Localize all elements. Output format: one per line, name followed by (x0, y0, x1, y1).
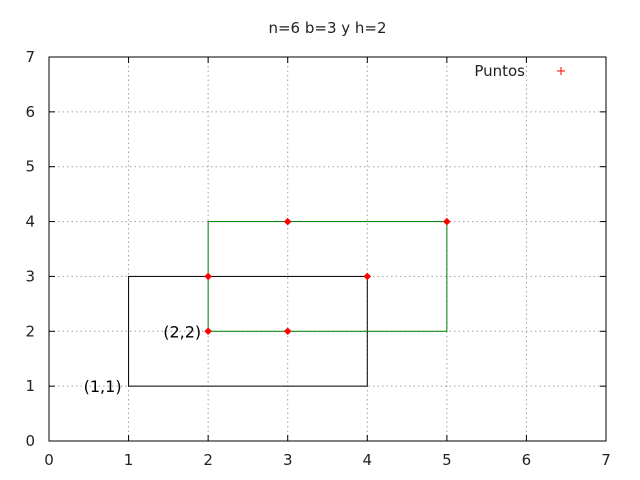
y-tick-label: 2 (25, 322, 35, 340)
legend-marker-plus-icon (557, 67, 565, 75)
y-tick-label: 1 (25, 377, 35, 395)
data-point (283, 217, 292, 226)
x-tick-label: 5 (442, 451, 452, 469)
data-point (363, 272, 372, 281)
x-tick-label: 6 (522, 451, 532, 469)
y-tick-label: 3 (25, 267, 35, 285)
x-tick-label: 3 (283, 451, 293, 469)
chart-title: n=6 b=3 y h=2 (268, 19, 386, 37)
y-tick-label: 6 (25, 103, 35, 121)
plot-area-frame (48, 56, 607, 442)
grid (49, 57, 606, 441)
point-annotation: (1,1) (84, 377, 122, 396)
legend: Puntos (474, 62, 565, 80)
legend-label: Puntos (474, 62, 525, 80)
point-annotation: (2,2) (163, 322, 201, 341)
data-point (443, 217, 451, 226)
tick-labels: 0 1 2 3 4 5 6 7 0 1 2 3 4 5 6 7 (25, 48, 610, 469)
data-points (204, 217, 451, 336)
annotations: (1,1) (2,2) (84, 322, 202, 396)
x-tick-label: 4 (363, 451, 373, 469)
data-point (204, 327, 212, 336)
y-tick-label: 0 (25, 432, 35, 450)
y-tick-label: 5 (25, 158, 35, 176)
x-tick-label: 1 (124, 451, 134, 469)
data-point (283, 327, 292, 336)
y-tick-label: 7 (25, 48, 35, 66)
x-tick-label: 7 (601, 451, 611, 469)
x-tick-label: 2 (203, 451, 213, 469)
x-tick-label: 0 (44, 451, 54, 469)
y-tick-label: 4 (25, 213, 35, 231)
data-point (204, 272, 212, 281)
